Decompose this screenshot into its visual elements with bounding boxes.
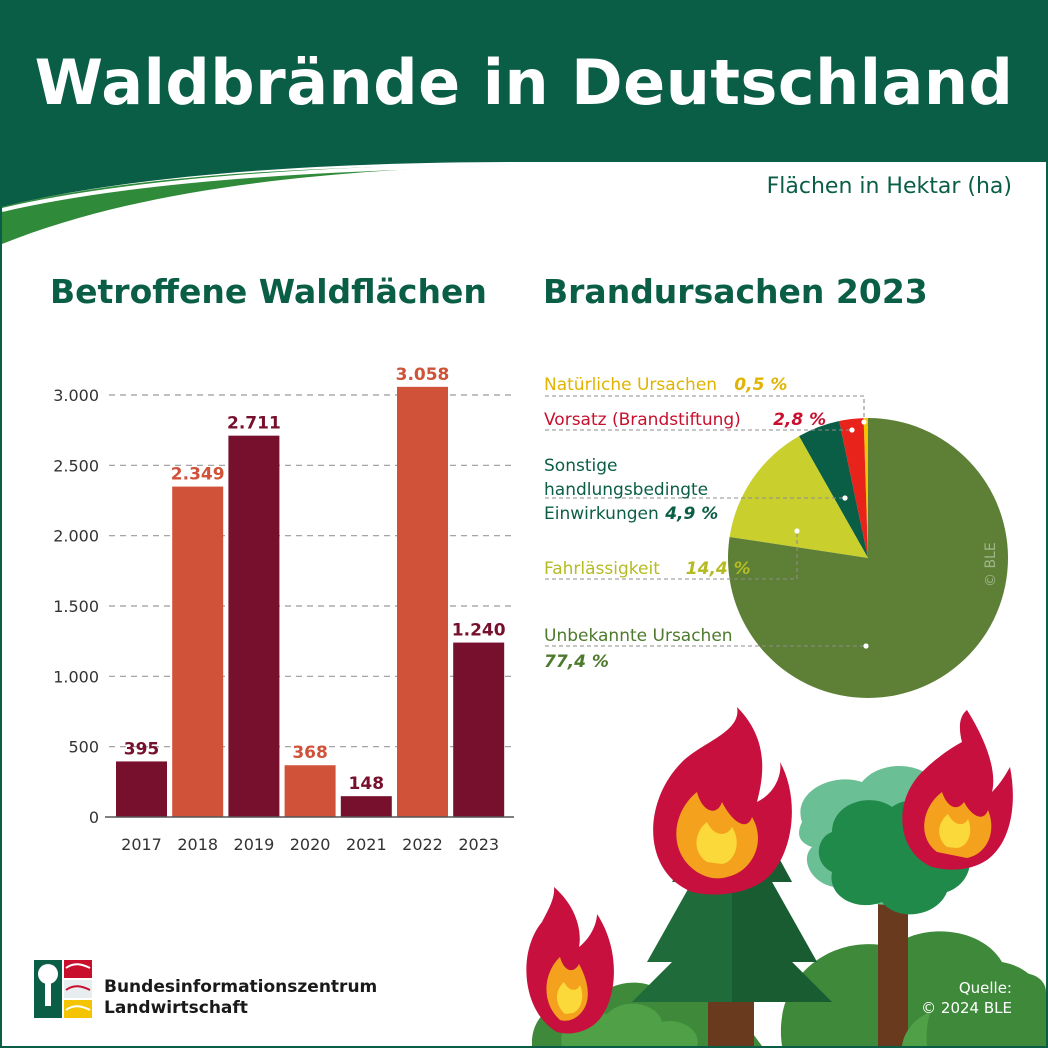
- bar-2019: [228, 435, 280, 817]
- tree-trunk: [878, 902, 908, 1046]
- bar-value-label: 3.058: [396, 365, 450, 385]
- bar-value-label: 395: [124, 739, 160, 759]
- header-swoosh: [2, 165, 522, 244]
- bar-2017: [116, 761, 167, 817]
- leader-line: [545, 395, 865, 422]
- watermark: © BLE: [983, 542, 999, 587]
- pie-label-name: Natürliche Ursachen: [544, 375, 717, 395]
- x-tick-label: 2018: [177, 835, 218, 854]
- pie-label-name: Einwirkungen: [544, 504, 659, 524]
- y-tick-label: 2.000: [53, 527, 99, 546]
- leader-dot: [863, 643, 869, 649]
- leader-dot: [861, 419, 867, 425]
- leader-dot: [842, 495, 848, 501]
- bar-2020: [284, 765, 336, 817]
- bar-value-label: 368: [292, 743, 328, 763]
- pie-label-pct: 0,5 %: [734, 375, 787, 395]
- logo-stripe: [65, 985, 91, 991]
- pie-slice-2: [799, 420, 868, 558]
- pie-slice-1: [839, 418, 868, 558]
- unit-note: Flächen in Hektar (ha): [766, 174, 1012, 199]
- flame-icon: [653, 707, 792, 895]
- bar-value-label: 148: [349, 774, 385, 794]
- y-tick-label: 1.000: [53, 667, 99, 686]
- pie-label-name: Unbekannte Ursachen: [544, 626, 733, 646]
- bar-value-label: 1.240: [452, 621, 506, 641]
- pie-slice-0: [863, 418, 868, 558]
- y-tick-label: 1.500: [53, 597, 99, 616]
- bar-chart-title: Betroffene Waldflächen: [50, 272, 487, 311]
- leader-dot: [794, 528, 800, 534]
- pie-label-pct: 2,8 %: [773, 410, 826, 430]
- header-band: [2, 2, 1046, 244]
- x-tick-label: 2022: [402, 835, 443, 854]
- logo-panel: [64, 980, 92, 998]
- pie-label-name: Vorsatz (Brandstiftung): [544, 410, 741, 430]
- pie-label-pct: 14,4 %: [686, 559, 751, 579]
- leader-line: [545, 531, 798, 580]
- source-label: Quelle:: [958, 979, 1012, 997]
- pie-label-name: Fahrlässigkeit: [544, 559, 660, 579]
- bar-2021: [340, 796, 392, 817]
- page-title: Waldbrände in Deutschland: [34, 46, 1014, 119]
- bar-2023: [453, 642, 505, 817]
- header-swoosh-line: [2, 163, 523, 212]
- y-tick-label: 0: [89, 808, 99, 827]
- pie-chart-title: Brandursachen 2023: [543, 272, 928, 311]
- bar-2018: [172, 486, 224, 817]
- logo-tree-trunk: [45, 980, 51, 1006]
- y-tick-label: 2.500: [53, 456, 99, 475]
- source-value: © 2024 BLE: [921, 999, 1012, 1017]
- bush-shape: [926, 972, 1046, 1046]
- flame-icon: [902, 710, 1013, 870]
- pie-label-name: Sonstige: [544, 456, 617, 476]
- header-background: [2, 2, 1046, 207]
- logo-panel: [64, 960, 92, 978]
- source-note: Quelle: © 2024 BLE: [921, 978, 1012, 1018]
- organization-name: Bundesinformationszentrum Landwirtschaft: [104, 977, 377, 1019]
- pie-slice-3: [729, 436, 868, 558]
- y-tick-label: 3.000: [53, 386, 99, 405]
- x-tick-label: 2020: [290, 835, 331, 854]
- pie-label-name: handlungsbedingte: [544, 480, 708, 500]
- bar-value-label: 2.711: [227, 414, 281, 434]
- logo-stripe: [65, 963, 91, 969]
- x-tick-label: 2019: [234, 835, 275, 854]
- org-line-1: Bundesinformationszentrum: [104, 977, 378, 997]
- bzl-logo: [34, 960, 92, 1018]
- bar-2022: [397, 386, 448, 817]
- logo-stripe: [65, 1005, 91, 1011]
- pie-slice-4: [728, 418, 1008, 698]
- bar-value-label: 2.349: [171, 465, 225, 485]
- x-tick-label: 2023: [458, 835, 499, 854]
- flame-icon: [526, 887, 614, 1034]
- x-tick-label: 2017: [121, 835, 162, 854]
- y-tick-label: 500: [68, 738, 99, 757]
- logo-tree-crown: [38, 964, 58, 984]
- x-tick-label: 2021: [346, 835, 387, 854]
- logo-panel: [64, 1000, 92, 1018]
- pie-label-pct: 77,4 %: [544, 652, 609, 672]
- pie-label-pct: 4,9 %: [664, 504, 718, 524]
- leader-dot: [849, 427, 855, 433]
- org-line-2: Landwirtschaft: [104, 998, 248, 1018]
